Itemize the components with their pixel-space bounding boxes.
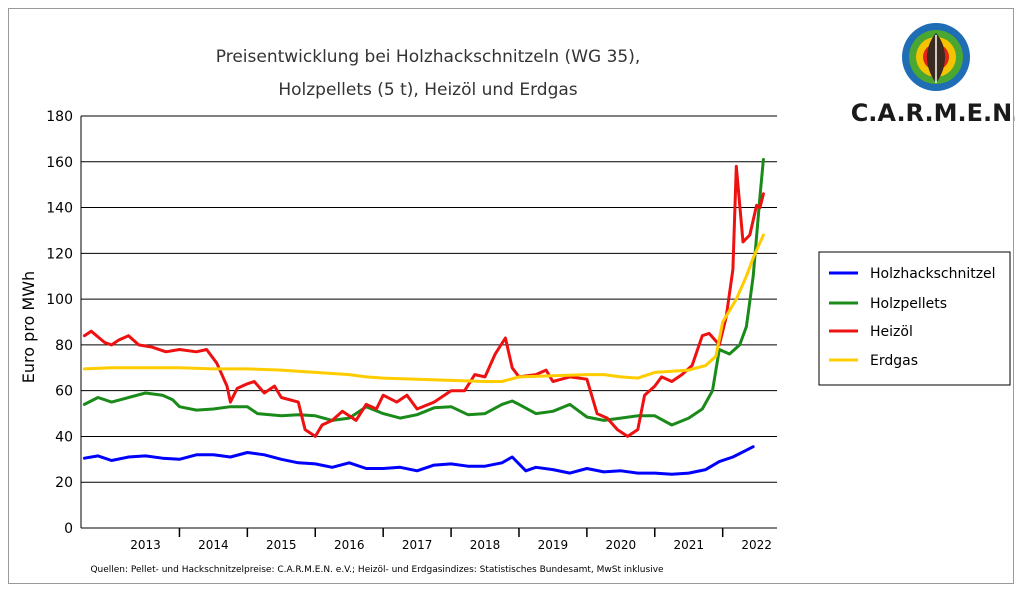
carmen-logo-emblem xyxy=(902,23,970,91)
y-tick-label: 80 xyxy=(55,338,73,354)
series-line-holzpellets xyxy=(82,158,765,427)
y-axis-label: Euro pro MWh xyxy=(19,271,38,383)
series-line-holzhackschnitzel xyxy=(82,445,755,476)
axes xyxy=(80,116,777,529)
carmen-logo: C.A.R.M.E.N. xyxy=(851,23,1015,127)
legend-label-holzhackschnitzel: Holzhackschnitzel xyxy=(870,266,996,282)
gridlines xyxy=(81,115,777,483)
logo-text: C.A.R.M.E.N. xyxy=(851,99,1015,127)
x-tick-label: 2018 xyxy=(470,538,501,552)
series-lines xyxy=(82,158,765,476)
y-tick-label: 120 xyxy=(46,246,73,262)
y-ticks: 0 20 40 60 80 100 120 140 160 180 xyxy=(46,109,73,537)
x-tick-label: 2016 xyxy=(334,538,365,552)
x-tick-label: 2017 xyxy=(402,538,433,552)
y-tick-label: 0 xyxy=(64,521,73,537)
x-tick-label: 2015 xyxy=(266,538,297,552)
chart-title-line-1: Preisentwicklung bei Holzhackschnitzeln … xyxy=(216,47,641,67)
y-tick-label: 60 xyxy=(55,384,73,400)
series-line-heizoel xyxy=(82,164,765,438)
series-line-erdgas xyxy=(82,233,765,383)
x-ticks: 2013 2014 2015 2016 2017 2018 2019 2020 2021 2022 xyxy=(130,528,772,552)
y-tick-label: 40 xyxy=(55,429,73,445)
x-tick-label: 2020 xyxy=(606,538,637,552)
legend: Holzhackschnitzel Holzpellets Heizöl Erd… xyxy=(818,251,1011,386)
legend-label-holzpellets: Holzpellets xyxy=(870,296,947,312)
legend-label-erdgas: Erdgas xyxy=(870,353,918,369)
chart-frame: 0 20 40 60 80 100 120 140 160 180 2013 2014 2015 201… xyxy=(8,8,1015,584)
y-tick-label: 160 xyxy=(46,155,73,171)
x-tick-label: 2014 xyxy=(198,538,229,552)
y-tick-label: 180 xyxy=(46,109,73,125)
legend-label-heizoel: Heizöl xyxy=(870,324,913,340)
y-tick-label: 140 xyxy=(46,201,73,217)
y-tick-label: 20 xyxy=(55,475,73,491)
x-tick-label: 2022 xyxy=(741,538,772,552)
x-tick-label: 2021 xyxy=(673,538,704,552)
chart-title-line-2: Holzpellets (5 t), Heizöl und Erdgas xyxy=(278,80,577,100)
x-tick-label: 2013 xyxy=(130,538,161,552)
source-note: Quellen: Pellet- und Hackschnitzelpreise… xyxy=(90,565,664,575)
x-tick-label: 2019 xyxy=(538,538,569,552)
y-tick-label: 100 xyxy=(46,292,73,308)
